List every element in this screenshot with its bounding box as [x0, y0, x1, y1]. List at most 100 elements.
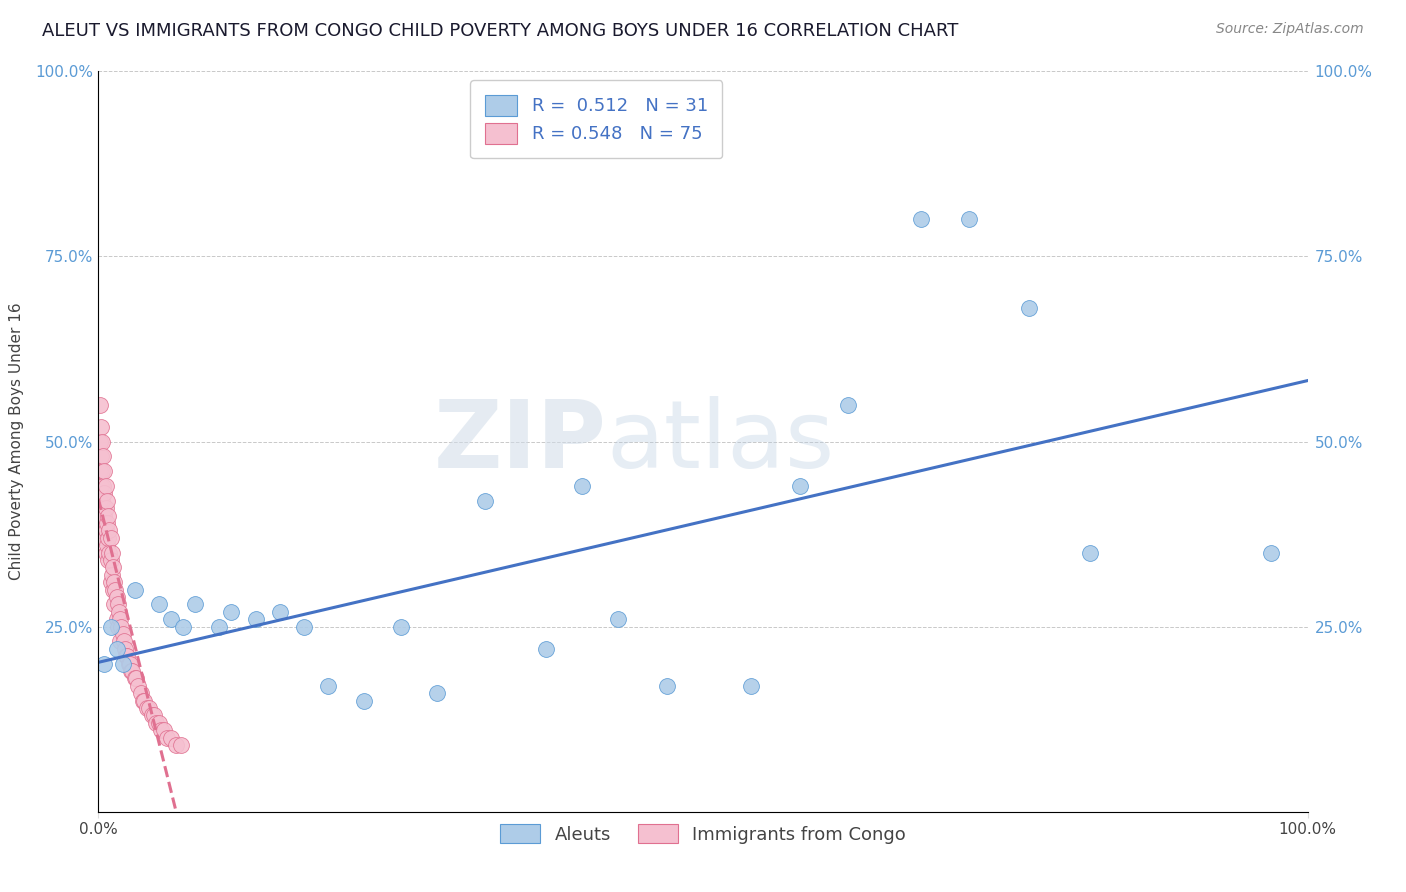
Y-axis label: Child Poverty Among Boys Under 16: Child Poverty Among Boys Under 16 [10, 302, 24, 581]
Point [101, 582, 124, 597]
Point [141, 708, 163, 723]
Point [91, 434, 114, 449]
Point [94, 546, 117, 560]
Point [125, 672, 148, 686]
Point [156, 731, 179, 745]
Point [89, 524, 111, 538]
Point [93, 531, 115, 545]
Point [245, 612, 267, 626]
Point [124, 672, 146, 686]
Point [97, 531, 120, 545]
Point [108, 612, 131, 626]
Text: Source: ZipAtlas.com: Source: ZipAtlas.com [1216, 22, 1364, 37]
Point [100, 546, 122, 560]
Point [316, 679, 339, 693]
Point [93, 464, 115, 478]
Point [129, 686, 152, 700]
Point [426, 686, 449, 700]
Point [103, 575, 125, 590]
Text: ZIP: ZIP [433, 395, 606, 488]
Point [837, 398, 859, 412]
Point [1018, 301, 1040, 316]
Point [91, 464, 114, 478]
Point [110, 619, 132, 633]
Point [135, 701, 157, 715]
Point [91, 508, 114, 523]
Point [100, 531, 122, 545]
Point [97, 553, 120, 567]
Point [96, 516, 118, 530]
Point [96, 538, 118, 552]
Point [740, 679, 762, 693]
Point [127, 679, 149, 693]
Point [100, 619, 122, 633]
Point [105, 641, 128, 656]
Point [172, 619, 194, 633]
Point [90, 450, 112, 464]
Legend: Aleuts, Immigrants from Congo: Aleuts, Immigrants from Congo [494, 816, 912, 851]
Point [789, 479, 811, 493]
Point [150, 723, 173, 738]
Point [221, 605, 243, 619]
Point [103, 598, 125, 612]
Point [90, 479, 112, 493]
Point [152, 723, 174, 738]
Point [655, 679, 678, 693]
Point [107, 619, 129, 633]
Point [111, 657, 134, 671]
Point [94, 501, 117, 516]
Point [124, 582, 146, 597]
Point [169, 738, 191, 752]
Point [93, 657, 115, 671]
Point [89, 398, 111, 412]
Point [148, 598, 170, 612]
Point [292, 619, 315, 633]
Point [98, 546, 121, 560]
Point [115, 649, 138, 664]
Point [111, 627, 134, 641]
Point [165, 738, 187, 752]
Point [957, 212, 980, 227]
Point [105, 612, 128, 626]
Point [120, 664, 142, 678]
Point [607, 612, 630, 626]
Point [93, 508, 115, 523]
Point [100, 553, 122, 567]
Point [160, 731, 183, 745]
Point [353, 694, 375, 708]
Point [389, 619, 412, 633]
Point [143, 708, 166, 723]
Point [160, 612, 183, 626]
Point [118, 657, 141, 671]
Point [104, 582, 127, 597]
Point [117, 649, 139, 664]
Point [108, 634, 131, 648]
Text: ALEUT VS IMMIGRANTS FROM CONGO CHILD POVERTY AMONG BOYS UNDER 16 CORRELATION CHA: ALEUT VS IMMIGRANTS FROM CONGO CHILD POV… [42, 22, 959, 40]
Point [94, 524, 117, 538]
Point [98, 524, 121, 538]
Point [89, 434, 111, 449]
Point [100, 567, 122, 582]
Point [1260, 546, 1282, 560]
Point [534, 641, 557, 656]
Point [91, 479, 114, 493]
Point [91, 493, 114, 508]
Point [571, 479, 593, 493]
Text: atlas: atlas [606, 395, 835, 488]
Point [105, 590, 128, 604]
Point [93, 486, 115, 500]
Point [97, 508, 120, 523]
Point [101, 560, 124, 574]
Point [91, 450, 114, 464]
Point [107, 598, 129, 612]
Point [100, 575, 122, 590]
Point [208, 619, 231, 633]
Point [132, 694, 155, 708]
Point [148, 715, 170, 730]
Point [96, 493, 118, 508]
Point [90, 419, 112, 434]
Point [112, 634, 135, 648]
Point [89, 493, 111, 508]
Point [269, 605, 291, 619]
Point [114, 641, 136, 656]
